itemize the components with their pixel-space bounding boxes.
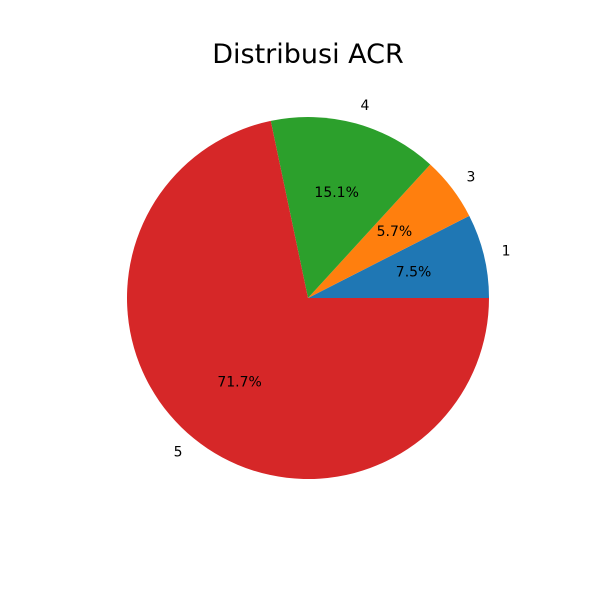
slice-percent-1: 7.5% (396, 265, 432, 281)
pie-slice-1 (308, 215, 489, 298)
slice-label-3: 3 (466, 169, 475, 185)
pie-slices (127, 117, 489, 480)
pie-slice-5 (127, 120, 489, 480)
chart-title: Distribusi ACR (212, 39, 404, 70)
slice-label-1: 1 (502, 244, 511, 260)
slice-label-5: 5 (174, 445, 183, 461)
slice-percent-4: 15.1% (314, 185, 358, 201)
slice-percent-5: 71.7% (217, 374, 261, 390)
pie-slice-3 (308, 164, 470, 298)
pie-slice-4 (270, 117, 431, 299)
slice-label-4: 4 (361, 98, 370, 114)
pie-labels: 1 7.5% 3 5.7% 4 15.1% 5 71.7% (174, 98, 511, 461)
slice-percent-3: 5.7% (377, 224, 413, 240)
